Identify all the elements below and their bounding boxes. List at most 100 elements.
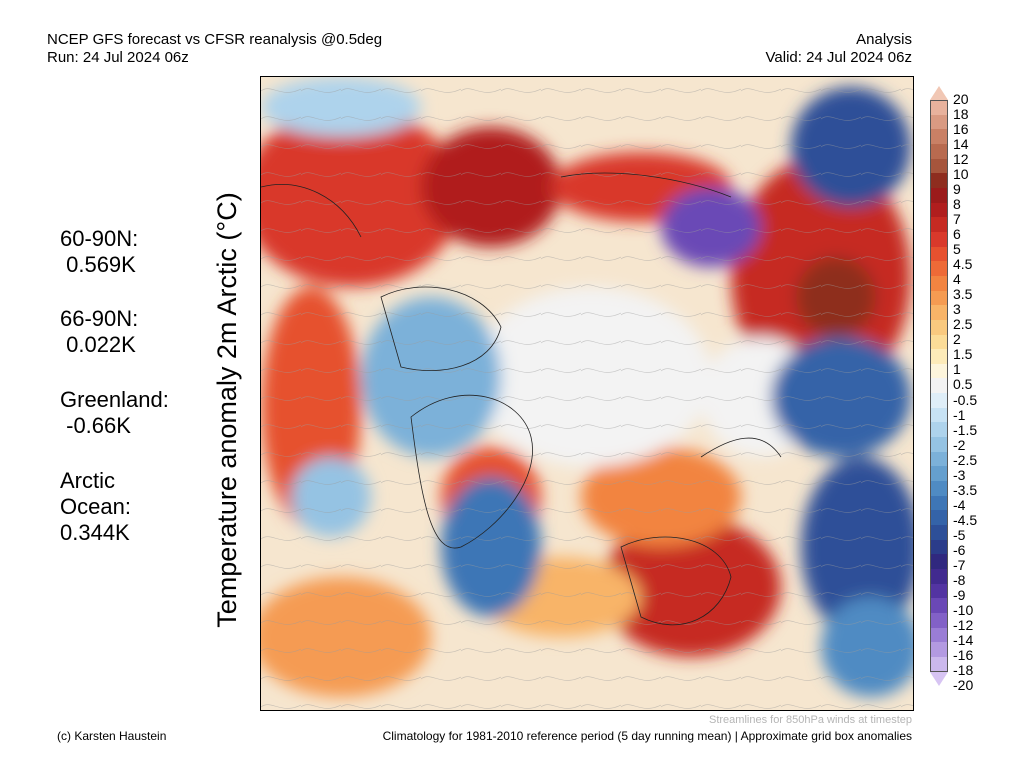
colorbar-segment [930, 334, 948, 350]
colorbar-tick-label: -6 [953, 541, 966, 558]
valid-time: Valid: 24 Jul 2024 06z [765, 49, 913, 66]
colorbar-tick-label: -14 [953, 631, 974, 648]
colorbar-tick-label: -20 [953, 677, 974, 693]
colorbar-segment [930, 407, 948, 423]
colorbar [930, 100, 948, 672]
colorbar-top-arrow [930, 86, 948, 100]
colorbar-tick-label: 9 [953, 181, 961, 198]
title-line-1: NCEP GFS forecast vs CFSR reanalysis @0.… [47, 31, 383, 48]
colorbar-segment [930, 583, 948, 599]
scandinavia-coast [620, 536, 732, 626]
colorbar-tick-label: 4 [953, 271, 961, 288]
colorbar-tick-label: 10 [953, 166, 969, 183]
colorbar-tick-label: -1 [953, 406, 966, 423]
colorbar-tick-label: 5 [953, 241, 961, 258]
header-left: NCEP GFS forecast vs CFSR reanalysis @0.… [47, 31, 382, 67]
colorbar-segment [930, 627, 948, 643]
anomaly-map [260, 76, 914, 711]
stat-66-90n: 66-90N: 0.022K [60, 306, 139, 357]
map-svg [261, 77, 913, 710]
colorbar-segment [930, 290, 948, 306]
header-right: Analysis Valid: 24 Jul 2024 06z [766, 31, 913, 67]
colorbar-segment [930, 495, 948, 511]
colorbar-tick-label: -1.5 [953, 421, 978, 438]
axis-label: Temperature anomaly 2m Arctic (°C) [212, 192, 242, 628]
colorbar-tick-label: 4.5 [953, 256, 973, 273]
colorbar-segment [930, 656, 948, 672]
colorbar-tick-label: -0.5 [953, 391, 978, 408]
analysis-label: Analysis [856, 31, 912, 48]
colorbar-segment [930, 100, 948, 115]
colorbar-tick-label: -4.5 [953, 511, 978, 528]
colorbar-segment [930, 114, 948, 130]
colorbar-segment [930, 202, 948, 218]
greenland-coast [410, 394, 533, 549]
colorbar-tick-label: 20 [953, 91, 969, 107]
colorbar-segment [930, 246, 948, 262]
colorbar-segment [930, 481, 948, 496]
colorbar-tick-label: 3 [953, 301, 961, 318]
colorbar-segment [930, 173, 948, 188]
colorbar-segment [930, 539, 948, 555]
colorbar-segment [930, 612, 948, 628]
colorbar-segment [930, 393, 948, 408]
colorbar-tick-label: -5 [953, 526, 966, 543]
colorbar-segment [930, 143, 948, 159]
colorbar-segment [930, 554, 948, 569]
colorbar-tick-label: 3.5 [953, 286, 973, 303]
colorbar-segment [930, 437, 948, 452]
colorbar-tick-label: -4 [953, 496, 966, 513]
streamline-note: Streamlines for 850hPa winds at timestep [709, 714, 912, 726]
colorbar-tick-label: 2 [953, 331, 961, 348]
colorbar-tick-label: -10 [953, 601, 974, 618]
colorbar-tick-label: 7 [953, 211, 961, 228]
stat-greenland: Greenland: -0.66K [60, 387, 169, 438]
colorbar-segment [930, 510, 948, 526]
colorbar-tick-label: 18 [953, 106, 969, 123]
colorbar-segment [930, 349, 948, 364]
colorbar-segment [930, 525, 948, 540]
colorbar-tick-label: 1.5 [953, 346, 973, 363]
colorbar-tick-label: 14 [953, 136, 969, 153]
colorbar-tick-label: -7 [953, 556, 966, 573]
coastlines [261, 172, 782, 626]
colorbar-segment [930, 569, 948, 584]
colorbar-tick-label: -8 [953, 571, 966, 588]
colorbar-segment [930, 319, 948, 335]
colorbar-segment [930, 187, 948, 203]
colorbar-tick-label: -3 [953, 466, 966, 483]
stat-60-90n: 60-90N: 0.569K [60, 226, 139, 277]
colorbar-tick-label: -12 [953, 616, 974, 633]
colorbar-segment [930, 451, 948, 467]
colorbar-segment [930, 217, 948, 232]
colorbar-segment [930, 275, 948, 291]
colorbar-tick-label: -2.5 [953, 451, 978, 468]
colorbar-tick-label: 16 [953, 121, 969, 138]
colorbar-tick-label: -9 [953, 586, 966, 603]
colorbar-bottom-arrow [930, 672, 948, 686]
colorbar-segment [930, 363, 948, 379]
colorbar-segment [930, 231, 948, 247]
colorbar-segment [930, 158, 948, 174]
colorbar-segment [930, 598, 948, 613]
colorbar-segment [930, 466, 948, 482]
colorbar-tick-label: 8 [953, 196, 961, 213]
credit: (c) Karsten Haustein [57, 729, 167, 743]
colorbar-tick-label: 1 [953, 361, 961, 378]
colorbar-tick-label: 6 [953, 226, 961, 243]
colorbar-tick-label: -2 [953, 436, 966, 453]
colorbar-tick-label: -18 [953, 661, 974, 678]
colorbar-tick-label: 0.5 [953, 376, 973, 393]
colorbar-segment [930, 129, 948, 144]
streamlines [261, 77, 913, 710]
colorbar-segment [930, 261, 948, 276]
colorbar-tick-label: -3.5 [953, 481, 978, 498]
colorbar-segment [930, 642, 948, 657]
colorbar-tick-label: -16 [953, 646, 974, 663]
climatology-note: Climatology for 1981-2010 reference peri… [382, 729, 912, 743]
title-line-2: Run: 24 Jul 2024 06z [47, 49, 189, 66]
colorbar-segment [930, 422, 948, 438]
colorbar-tick-label: 2.5 [953, 316, 973, 333]
stat-arctic-ocean: Arctic Ocean: 0.344K [60, 468, 131, 545]
colorbar-tick-label: 12 [953, 151, 969, 168]
